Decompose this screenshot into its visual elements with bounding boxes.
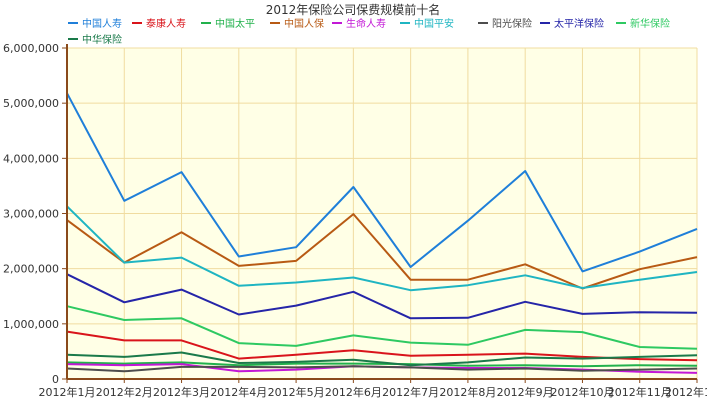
x-tick-label: 2012年3月 bbox=[153, 385, 210, 399]
legend-item[interactable]: 生命人寿 bbox=[332, 17, 386, 30]
x-tick-label: 2012年7月 bbox=[382, 385, 439, 399]
legend-item[interactable]: 中国平安 bbox=[400, 17, 454, 30]
legend-item[interactable]: 太平洋保险 bbox=[540, 17, 604, 30]
x-tick-label: 2012年4月 bbox=[210, 385, 267, 399]
series-line-1 bbox=[66, 92, 698, 273]
legend-item[interactable]: 中华保险 bbox=[68, 33, 122, 46]
legend: 中国人寿 泰康人寿 中国太平 中国人保 生命人寿 中国平安 阳光保险 太平洋保险 新华保险中华保… bbox=[68, 17, 670, 46]
y-tick-label: 0 bbox=[52, 373, 59, 386]
legend-item[interactable]: 中国人寿 bbox=[68, 17, 122, 30]
y-tick-label: 1,000,000 bbox=[3, 318, 59, 331]
series-lines bbox=[66, 92, 698, 374]
series-line-9 bbox=[66, 305, 698, 350]
legend-label: 中国人保 bbox=[284, 17, 324, 30]
legend-label: 泰康人寿 bbox=[146, 17, 186, 30]
x-tick-label: 2012年11月 bbox=[608, 385, 672, 399]
x-tick-label: 2012年8月 bbox=[439, 385, 496, 399]
legend-label: 新华保险 bbox=[630, 17, 670, 30]
legend-label: 生命人寿 bbox=[346, 17, 386, 30]
x-tick-label: 2012年9月 bbox=[497, 385, 554, 399]
legend-item[interactable]: 中国太平 bbox=[201, 17, 255, 30]
y-tick-label: 4,000,000 bbox=[3, 152, 59, 165]
x-tick-label: 2012年6月 bbox=[325, 385, 382, 399]
legend-item[interactable]: 中国人保 bbox=[270, 17, 324, 30]
legend-item[interactable]: 泰康人寿 bbox=[132, 17, 186, 30]
series-line-8 bbox=[66, 273, 698, 320]
y-tick-label: 5,000,000 bbox=[3, 97, 59, 110]
legend-label: 中国太平 bbox=[215, 17, 255, 30]
legend-label: 中国平安 bbox=[414, 17, 454, 30]
axes: 0 1,000,000 2,000,000 3,000,000 4,000,000 5,0… bbox=[3, 42, 707, 399]
y-tick-label: 3,000,000 bbox=[3, 208, 59, 221]
series-line-7 bbox=[66, 365, 698, 373]
x-tick-label: 2012年2月 bbox=[96, 385, 153, 399]
legend-item[interactable]: 阳光保险 bbox=[478, 17, 532, 30]
series-line-6 bbox=[66, 205, 698, 292]
legend-item[interactable]: 新华保险 bbox=[616, 17, 670, 30]
series-line-10 bbox=[66, 351, 698, 367]
legend-label: 中国人寿 bbox=[82, 17, 122, 30]
y-tick-label: 6,000,000 bbox=[3, 42, 59, 55]
x-tick-label: 2012年5月 bbox=[268, 385, 325, 399]
legend-label: 太平洋保险 bbox=[554, 17, 604, 30]
legend-label: 阳光保险 bbox=[492, 17, 532, 30]
series-line-3 bbox=[66, 361, 698, 368]
legend-label: 中华保险 bbox=[82, 33, 122, 46]
chart-title: 2012年保险公司保费规模前十名 bbox=[266, 2, 441, 17]
series-line-2 bbox=[66, 330, 698, 362]
x-tick-label: 2012年1月 bbox=[39, 385, 96, 399]
y-tick-label: 2,000,000 bbox=[3, 263, 59, 276]
series-line-4 bbox=[66, 213, 698, 290]
x-tick-label: 2012年10月 bbox=[550, 385, 614, 399]
x-tick-label: 2012年12月 bbox=[665, 385, 707, 399]
